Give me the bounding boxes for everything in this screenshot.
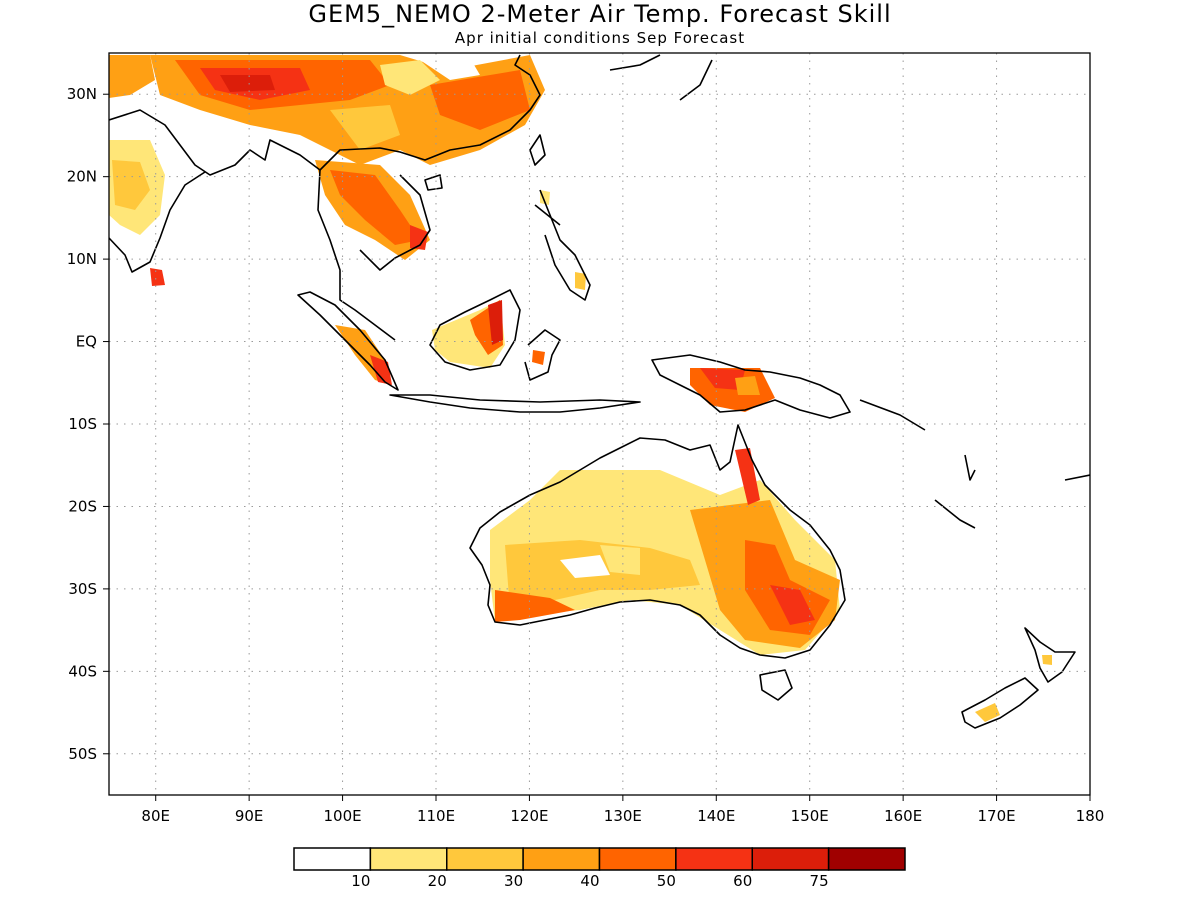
colorbar-label: 40 xyxy=(580,872,599,890)
colorbar: 10 20 30 40 50 60 75 xyxy=(293,847,906,890)
lon-tick-label: 110E xyxy=(417,807,455,825)
colorbar-swatch xyxy=(827,847,906,871)
lon-tick-label: 140E xyxy=(697,807,735,825)
coast-taiwan xyxy=(529,134,546,166)
coast-sumatra xyxy=(297,291,399,391)
skill-region-new-guinea xyxy=(690,368,775,412)
coast-hainan xyxy=(424,174,443,191)
colorbar-swatch xyxy=(293,847,372,871)
lon-tick-label: 100E xyxy=(324,807,362,825)
lon-tick-label: 90E xyxy=(235,807,264,825)
lat-tick-label: 20N xyxy=(67,168,97,186)
lon-tick-label: 130E xyxy=(604,807,642,825)
coast-nz-south xyxy=(961,677,1039,729)
lat-tick-label: 50S xyxy=(68,745,97,763)
skill-region-new-zealand xyxy=(975,655,1052,722)
coast-tasmania xyxy=(759,669,793,701)
skill-region-tibet-china xyxy=(150,55,545,165)
coast-sulawesi xyxy=(524,329,561,381)
skill-field-layer xyxy=(109,55,1052,722)
lat-tick-label: 20S xyxy=(68,497,97,515)
colorbar-swatch xyxy=(522,847,601,871)
lon-tick-label: 120E xyxy=(510,807,548,825)
colorbar-swatch xyxy=(751,847,830,871)
colorbar-label: 75 xyxy=(810,872,829,890)
coast-philippines xyxy=(534,189,591,301)
lon-tick-label: 150E xyxy=(791,807,829,825)
skill-region-indochina xyxy=(315,160,430,260)
coast-nz-north xyxy=(1024,627,1076,683)
coast-australia xyxy=(469,424,846,659)
colorbar-label: 20 xyxy=(428,872,447,890)
lat-tick-label: 10S xyxy=(68,415,97,433)
map-title: GEM5_NEMO 2-Meter Air Temp. Forecast Ski… xyxy=(308,0,892,28)
colorbar-swatch xyxy=(369,847,448,871)
coast-india-west xyxy=(109,171,206,273)
colorbar-label: 50 xyxy=(657,872,676,890)
lon-tick-label: 170E xyxy=(978,807,1016,825)
graticule xyxy=(109,53,1091,795)
lat-tick-label: EQ xyxy=(76,333,97,351)
skill-region-australia xyxy=(490,448,840,655)
longitude-labels: 80E 90E 100E 110E 120E 130E 140E 150E 160E 170E 18… xyxy=(141,795,1104,825)
colorbar-swatch xyxy=(446,847,524,871)
lat-tick-label: 40S xyxy=(68,662,97,680)
coast-india xyxy=(109,54,541,176)
latitude-labels: 30N 20N 10N EQ 10S 20S 30S 40S 50S xyxy=(67,85,109,763)
skill-region-borneo xyxy=(432,190,586,368)
coast-japan xyxy=(609,54,713,101)
coast-indochina xyxy=(317,169,431,341)
lat-tick-label: 30N xyxy=(67,85,97,103)
coast-pacific-islands xyxy=(859,399,1090,529)
lon-tick-label: 160E xyxy=(884,807,922,825)
colorbar-label: 10 xyxy=(351,872,370,890)
colorbar-swatch xyxy=(675,847,753,871)
coastlines xyxy=(109,54,1090,729)
map-subtitle: Apr initial conditions Sep Forecast xyxy=(454,29,746,47)
coast-new-guinea xyxy=(651,354,851,419)
lat-tick-label: 30S xyxy=(68,580,97,598)
coast-java xyxy=(389,394,641,413)
skill-region-south-asia xyxy=(109,55,165,286)
colorbar-swatch xyxy=(598,847,677,871)
coast-borneo xyxy=(429,289,521,371)
lon-tick-label: 80E xyxy=(141,807,170,825)
lat-tick-label: 10N xyxy=(67,250,97,268)
colorbar-label: 30 xyxy=(504,872,523,890)
colorbar-label: 60 xyxy=(733,872,752,890)
lon-tick-label: 180 xyxy=(1076,807,1105,825)
